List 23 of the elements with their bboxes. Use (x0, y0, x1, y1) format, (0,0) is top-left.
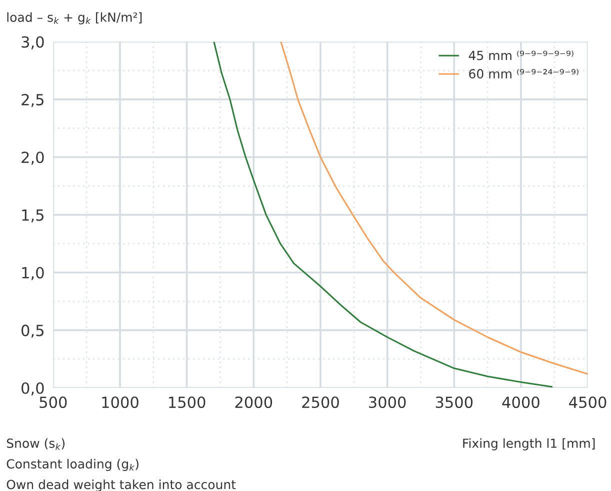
text: Snow (s$_{k}$) (6, 438, 65, 450)
line-series (280, 42, 588, 375)
x-tick-label: 4500 (569, 396, 606, 408)
x-tick-label: 4000 (502, 396, 540, 408)
y-tick-label: 1,0 (22, 266, 44, 280)
x-axis-title: Fixing length l1 [mm] (463, 438, 595, 450)
x-tick-label: 1500 (169, 396, 206, 408)
x-tick-label: 1000 (102, 396, 138, 408)
y-tick-label: 1,5 (22, 209, 44, 222)
text: Constant loading (g$_{k}$) (6, 458, 138, 472)
legend-label: 60 mm ⁽⁹⁻⁹⁻²⁴⁻⁹⁻⁹⁾ (469, 68, 578, 79)
y-tick-label: 3,0 (22, 36, 44, 50)
x-tick-label: 2000 (235, 396, 272, 408)
x-tick-label: 500 (40, 396, 67, 408)
y-tick-label: 2,5 (22, 94, 44, 108)
y-tick-label: 0,5 (22, 324, 44, 338)
y-tick-label: 0,0 (22, 382, 44, 396)
x-tick-label: 3500 (436, 396, 473, 408)
y-tick-label: 2,0 (22, 152, 44, 165)
legend-label: 45 mm ⁽⁹⁻⁹⁻⁹⁻⁹⁻⁹⁾ (468, 50, 574, 60)
x-tick-label: 3000 (369, 396, 406, 408)
y-axis-title: load – s$_{k}$ + g$_{k}$ [kN/m²] (7, 12, 142, 24)
x-tick-label: 2500 (302, 396, 339, 408)
